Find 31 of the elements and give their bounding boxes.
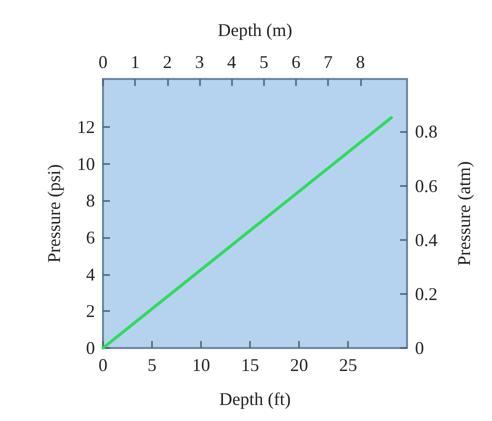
x-tick-label: 20 <box>290 355 308 375</box>
x2-tick-label: 5 <box>259 52 268 72</box>
x2-tick-label: 3 <box>195 52 204 72</box>
y-tick-label: 12 <box>77 116 95 137</box>
x2-tick-label: 1 <box>130 52 140 72</box>
y2-tick-label: 0.6 <box>415 176 438 196</box>
y-tick-label: 10 <box>77 154 95 174</box>
x2-tick-label: 4 <box>227 52 236 72</box>
y2-tick-label: 0.4 <box>415 230 438 250</box>
x2-tick-label: 6 <box>292 52 301 72</box>
x-tick-label: 5 <box>148 355 157 375</box>
x-tick-label: 25 <box>339 355 358 375</box>
x2-tick-label: 8 <box>356 52 365 72</box>
x-tick-label: 15 <box>241 355 260 375</box>
x2-tick-label: 0 <box>98 52 108 72</box>
y-tick-label: 4 <box>86 264 95 284</box>
x2-tick-label: 7 <box>324 52 333 72</box>
x-axis-title: Depth (ft) <box>219 389 291 409</box>
y-tick-label: 6 <box>86 227 95 248</box>
x2-tick-label: 2 <box>162 52 172 72</box>
y2-tick-label: 0 <box>415 338 424 358</box>
y-tick-label: 0 <box>86 338 95 358</box>
x-tick-label: 0 <box>98 355 108 375</box>
y-tick-label: 2 <box>86 301 95 322</box>
x2-axis-title: Depth (m) <box>218 20 292 40</box>
y2-tick-label: 0.2 <box>415 284 438 304</box>
y-tick-label: 8 <box>86 190 95 211</box>
x-tick-label: 10 <box>192 355 210 375</box>
y2-axis-title: Pressure (atm) <box>454 161 474 266</box>
y2-tick-label: 0.8 <box>415 122 438 142</box>
y-axis-title: Pressure (psi) <box>44 164 64 263</box>
